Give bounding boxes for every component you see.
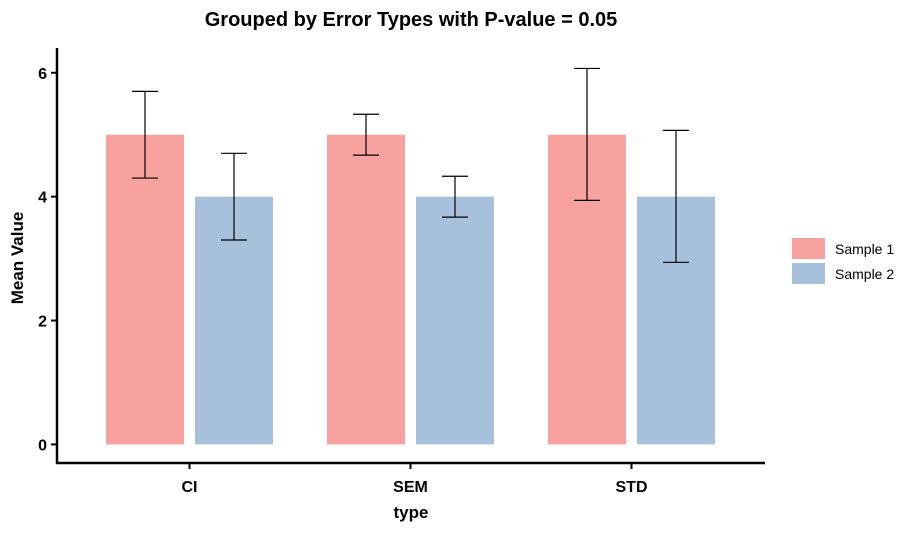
legend-swatch-series-1 — [792, 238, 825, 259]
plot-area: CI SEM STD 0 2 4 6 — [38, 48, 765, 496]
y-tick-label: 4 — [38, 190, 47, 207]
error-bar-sem-series-1 — [353, 113, 379, 156]
chart-title: Grouped by Error Types with P-value = 0.… — [205, 9, 618, 31]
y-axis-title: Mean Value — [8, 212, 27, 305]
error-bar-ci-series-2 — [221, 152, 247, 241]
y-tick-label: 6 — [38, 66, 47, 83]
y-tick-label: 0 — [38, 437, 47, 454]
x-tick-label: STD — [616, 479, 648, 496]
error-bar-std-series-1 — [574, 67, 600, 201]
legend-swatch-series-2 — [792, 263, 825, 284]
legend-label-series-2: Sample 2 — [835, 266, 894, 282]
x-axis-title: type — [394, 503, 429, 522]
legend: Sample 1 Sample 2 — [792, 238, 894, 284]
bar-sem-series-2 — [416, 196, 494, 445]
error-bar-ci-series-1 — [132, 90, 158, 179]
error-bar-std-series-2 — [663, 129, 689, 263]
legend-label-series-1: Sample 1 — [835, 241, 894, 257]
error-bar-sem-series-2 — [442, 175, 468, 218]
x-tick-label: SEM — [393, 479, 428, 496]
y-tick-label: 2 — [38, 314, 47, 331]
bar-ci-series-1 — [106, 134, 184, 445]
bar-sem-series-1 — [327, 134, 405, 445]
x-tick-label: CI — [182, 479, 198, 496]
